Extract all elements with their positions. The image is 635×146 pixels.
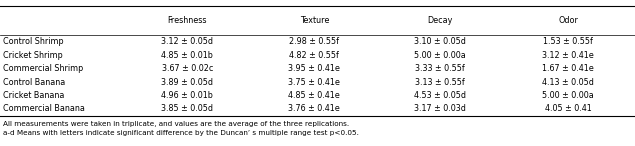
- Text: Cricket Shrimp: Cricket Shrimp: [3, 51, 62, 60]
- Text: 4.53 ± 0.05d: 4.53 ± 0.05d: [414, 91, 465, 100]
- Text: 5.00 ± 0.00a: 5.00 ± 0.00a: [542, 91, 594, 100]
- Text: 4.05 ± 0.41: 4.05 ± 0.41: [545, 104, 592, 113]
- Text: 4.85 ± 0.01b: 4.85 ± 0.01b: [161, 51, 213, 60]
- Text: Texture: Texture: [300, 16, 329, 25]
- Text: 3.75 ± 0.41e: 3.75 ± 0.41e: [288, 78, 340, 87]
- Text: a-d Means with letters indicate significant difference by the Duncan’ s multiple: a-d Means with letters indicate signific…: [3, 130, 358, 136]
- Text: Decay: Decay: [427, 16, 452, 25]
- Text: Control Banana: Control Banana: [3, 78, 65, 87]
- Text: 3.12 ± 0.05d: 3.12 ± 0.05d: [161, 37, 213, 46]
- Text: 4.82 ± 0.55f: 4.82 ± 0.55f: [290, 51, 339, 60]
- Text: 4.96 ± 0.01b: 4.96 ± 0.01b: [161, 91, 213, 100]
- Text: All measurements were taken in triplicate, and values are the average of the thr: All measurements were taken in triplicat…: [3, 121, 349, 127]
- Text: 1.67 ± 0.41e: 1.67 ± 0.41e: [542, 64, 594, 73]
- Text: 2.98 ± 0.55f: 2.98 ± 0.55f: [290, 37, 339, 46]
- Text: Commercial Shrimp: Commercial Shrimp: [3, 64, 83, 73]
- Text: 3.76 ± 0.41e: 3.76 ± 0.41e: [288, 104, 340, 113]
- Text: 3.85 ± 0.05d: 3.85 ± 0.05d: [161, 104, 213, 113]
- Text: Commercial Banana: Commercial Banana: [3, 104, 84, 113]
- Text: 3.10 ± 0.05d: 3.10 ± 0.05d: [414, 37, 465, 46]
- Text: Odor: Odor: [558, 16, 578, 25]
- Text: 3.89 ± 0.05d: 3.89 ± 0.05d: [161, 78, 213, 87]
- Text: 3.17 ± 0.03d: 3.17 ± 0.03d: [414, 104, 465, 113]
- Text: 3.33 ± 0.55f: 3.33 ± 0.55f: [415, 64, 465, 73]
- Text: 4.85 ± 0.41e: 4.85 ± 0.41e: [288, 91, 340, 100]
- Text: 3.67 ± 0.02c: 3.67 ± 0.02c: [162, 64, 213, 73]
- Text: 3.13 ± 0.55f: 3.13 ± 0.55f: [415, 78, 465, 87]
- Text: Control Shrimp: Control Shrimp: [3, 37, 63, 46]
- Text: 1.53 ± 0.55f: 1.53 ± 0.55f: [544, 37, 593, 46]
- Text: Freshness: Freshness: [168, 16, 207, 25]
- Text: 3.12 ± 0.41e: 3.12 ± 0.41e: [542, 51, 594, 60]
- Text: 5.00 ± 0.00a: 5.00 ± 0.00a: [414, 51, 465, 60]
- Text: 4.13 ± 0.05d: 4.13 ± 0.05d: [542, 78, 594, 87]
- Text: 3.95 ± 0.41e: 3.95 ± 0.41e: [288, 64, 340, 73]
- Text: Cricket Banana: Cricket Banana: [3, 91, 64, 100]
